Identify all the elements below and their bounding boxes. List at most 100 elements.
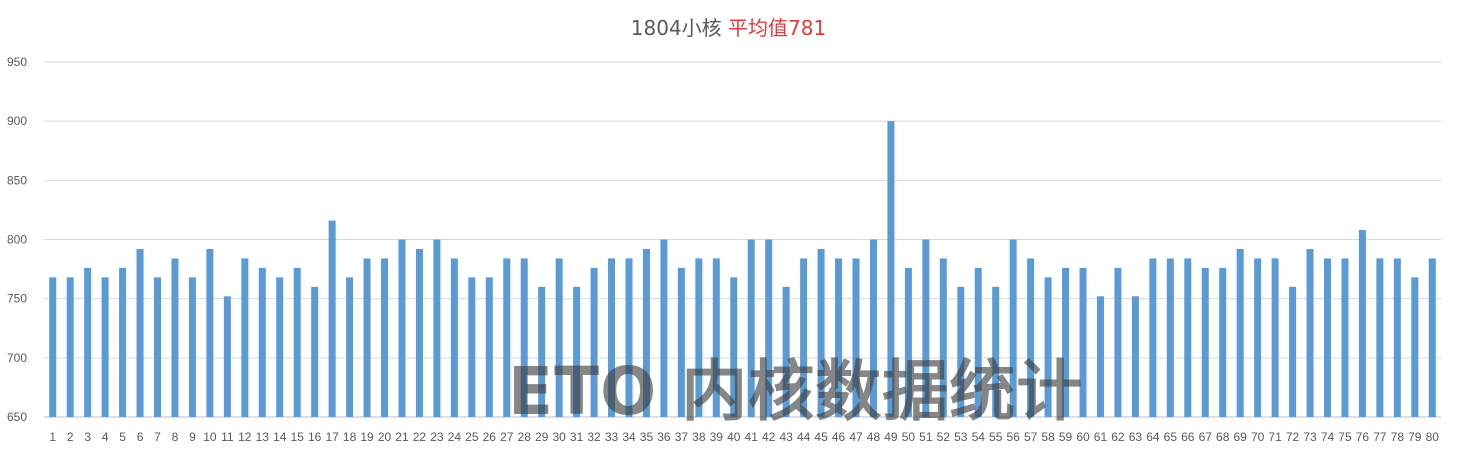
bar-50: [904, 267, 912, 417]
chart-title: 1804小核 平均值781: [0, 12, 1457, 41]
x-tick-label: 74: [1321, 430, 1335, 444]
x-tick-label: 80: [1426, 430, 1440, 444]
x-tick-label: 33: [605, 430, 619, 444]
x-tick-label: 21: [395, 430, 409, 444]
bar-43: [782, 286, 790, 417]
x-tick-label: 37: [675, 430, 689, 444]
x-tick-label: 29: [535, 430, 549, 444]
bar-37: [677, 267, 685, 417]
bar-60: [1079, 267, 1087, 417]
bar-58: [1044, 277, 1052, 417]
bar-25: [468, 277, 476, 417]
bar-64: [1149, 258, 1157, 417]
bar-10: [206, 248, 214, 417]
x-tick-label: 72: [1286, 430, 1300, 444]
bar-23: [433, 239, 441, 417]
x-tick-label: 6: [137, 430, 144, 444]
bar-42: [765, 239, 773, 417]
bar-69: [1236, 248, 1244, 417]
bar-70: [1254, 258, 1262, 417]
x-tick-label: 42: [762, 430, 776, 444]
x-tick-label: 61: [1094, 430, 1108, 444]
bar-8: [171, 258, 179, 417]
x-tick-label: 73: [1303, 430, 1317, 444]
x-tick-label: 77: [1373, 430, 1387, 444]
x-tick-label: 54: [972, 430, 986, 444]
y-tick-label: 900: [7, 114, 27, 128]
x-tick-label: 15: [291, 430, 305, 444]
bar-45: [817, 248, 825, 417]
bar-72: [1289, 286, 1297, 417]
bar-44: [800, 258, 808, 417]
bar-75: [1341, 258, 1349, 417]
bar-40: [730, 277, 738, 417]
bar-14: [276, 277, 284, 417]
bar-74: [1323, 258, 1331, 417]
x-tick-label: 44: [797, 430, 811, 444]
bar-49: [887, 121, 895, 418]
bar-73: [1306, 248, 1314, 417]
bar-18: [346, 277, 354, 417]
bar-30: [555, 258, 563, 417]
x-tick-label: 43: [779, 430, 793, 444]
bar-21: [398, 239, 406, 417]
bar-22: [415, 248, 423, 417]
x-tick-label: 68: [1216, 430, 1230, 444]
bar-68: [1219, 267, 1227, 417]
watermark-text: ETO 内核数据统计: [508, 353, 1084, 430]
x-tick-label: 63: [1129, 430, 1143, 444]
x-tick-label: 47: [849, 430, 863, 444]
x-tick-label: 66: [1181, 430, 1195, 444]
bar-5: [119, 267, 127, 417]
x-tick-label: 71: [1268, 430, 1282, 444]
x-tick-label: 20: [378, 430, 392, 444]
x-tick-label: 23: [430, 430, 444, 444]
x-tick-label: 65: [1164, 430, 1178, 444]
bar-35: [642, 248, 650, 417]
bar-78: [1393, 258, 1401, 417]
bar-33: [608, 258, 616, 417]
bar-13: [258, 267, 266, 417]
x-tick-label: 62: [1111, 430, 1125, 444]
x-tick-label: 67: [1199, 430, 1213, 444]
x-tick-label: 51: [919, 430, 933, 444]
y-tick-label: 650: [7, 410, 27, 424]
bars: [49, 121, 1436, 418]
y-tick-label: 800: [7, 233, 27, 247]
x-tick-label: 60: [1076, 430, 1090, 444]
x-tick-label: 45: [814, 430, 828, 444]
x-axis-labels: 1 2 3 4 5 6 7 8 9 10 11 12 13 14 15 16 17 18 19 20 21 22 23 24 2…: [49, 430, 1439, 444]
x-tick-label: 27: [500, 430, 514, 444]
bar-19: [363, 258, 371, 417]
bar-34: [625, 258, 633, 417]
x-tick-label: 76: [1356, 430, 1370, 444]
bar-28: [520, 258, 528, 417]
bar-41: [747, 239, 755, 417]
bar-56: [1009, 239, 1017, 417]
bar-7: [154, 277, 162, 417]
x-tick-label: 31: [570, 430, 584, 444]
x-tick-label: 56: [1006, 430, 1020, 444]
bar-16: [311, 286, 319, 417]
chart-title-average: 平均值781: [728, 16, 827, 40]
bar-57: [1027, 258, 1035, 417]
y-tick-label: 850: [7, 173, 27, 187]
bar-77: [1376, 258, 1384, 417]
bar-48: [869, 239, 877, 417]
bar-27: [503, 258, 511, 417]
chart-title-text: 1804小核: [630, 16, 722, 40]
x-tick-label: 18: [343, 430, 357, 444]
x-tick-label: 39: [710, 430, 724, 444]
y-tick-label: 950: [7, 55, 27, 69]
x-tick-label: 41: [745, 430, 759, 444]
x-tick-label: 24: [448, 430, 462, 444]
bar-3: [84, 267, 92, 417]
bar-62: [1114, 267, 1122, 417]
x-tick-label: 75: [1338, 430, 1352, 444]
x-tick-label: 48: [867, 430, 881, 444]
x-tick-label: 35: [640, 430, 654, 444]
bar-61: [1096, 296, 1104, 417]
bar-79: [1411, 277, 1419, 417]
x-tick-label: 36: [657, 430, 671, 444]
